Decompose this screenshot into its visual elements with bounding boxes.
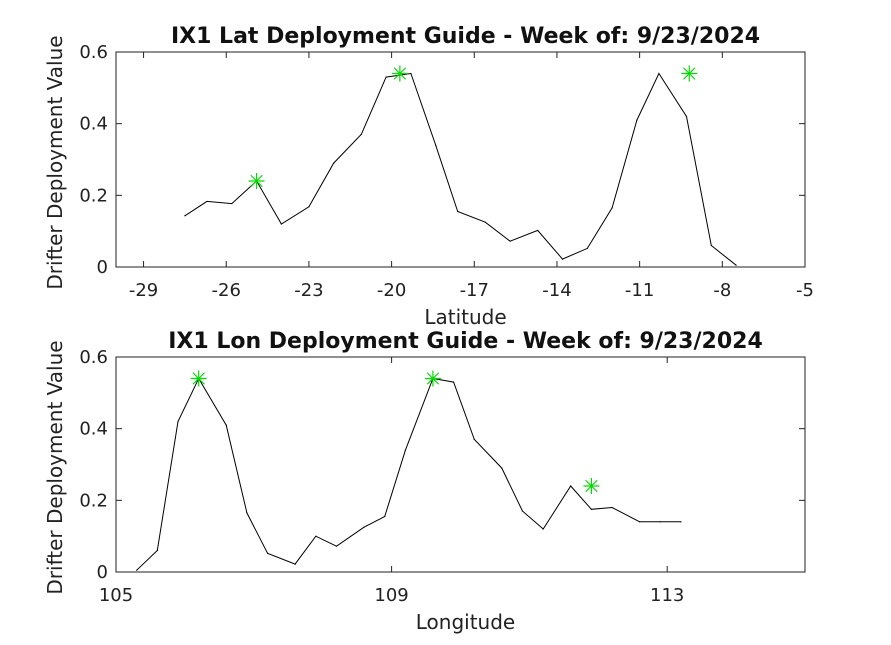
chart-title: IX1 Lon Deployment Guide - Week of: 9/23… xyxy=(168,329,763,354)
data-point xyxy=(177,420,179,423)
data-point xyxy=(509,240,511,242)
peak-marker-stroke xyxy=(192,372,205,385)
peak-marker-stroke xyxy=(250,174,263,188)
x-tick-label: -8 xyxy=(713,280,731,301)
data-point xyxy=(685,115,688,118)
data-point xyxy=(363,526,365,528)
data-point xyxy=(611,207,613,209)
peak-marker-stroke xyxy=(683,67,696,80)
data-point xyxy=(206,200,208,203)
data-point xyxy=(308,206,310,208)
data-point xyxy=(333,162,335,164)
data-point xyxy=(484,221,486,223)
x-tick-label: -26 xyxy=(212,280,241,301)
data-point xyxy=(385,76,387,78)
data-point xyxy=(521,510,524,512)
axes-box xyxy=(115,356,806,573)
chart-2: 105 109 113 0 0.2 0.4 0.6 IX1 Lon Deployment Gu… xyxy=(43,329,806,634)
x-tick-label: -11 xyxy=(625,280,654,301)
data-point xyxy=(639,521,641,523)
y-tick-label: 0.4 xyxy=(79,419,108,440)
axes-box xyxy=(115,51,806,268)
y-tick-label: 0.2 xyxy=(79,490,108,511)
data-point xyxy=(410,72,412,75)
data-point xyxy=(542,528,544,530)
chart-title: IX1 Lat Deployment Guide - Week of: 9/23… xyxy=(171,24,760,49)
data-point xyxy=(315,535,317,537)
y-tick-label: 0.6 xyxy=(79,347,108,368)
data-point xyxy=(453,381,455,383)
y-tick-label: 0.6 xyxy=(79,42,108,63)
data-point xyxy=(659,521,661,523)
data-point xyxy=(457,210,459,213)
x-tick-label: -20 xyxy=(377,280,406,301)
data-point xyxy=(570,485,572,487)
data-point xyxy=(156,549,158,552)
data-point xyxy=(735,264,737,266)
y-tick-label: 0.2 xyxy=(79,185,108,206)
data-point xyxy=(636,119,638,121)
data-point xyxy=(710,244,712,247)
data-point xyxy=(501,467,503,469)
x-tick-label: 105 xyxy=(99,585,133,606)
data-point xyxy=(473,438,475,441)
y-tick-label: 0.4 xyxy=(79,114,108,135)
data-point xyxy=(225,424,227,426)
x-axis-label: Longitude xyxy=(416,610,515,634)
data-point xyxy=(537,229,539,232)
peak-marker-stroke xyxy=(585,479,598,493)
data-point xyxy=(231,202,233,205)
data-point xyxy=(136,569,138,571)
peak-marker xyxy=(583,478,600,494)
x-tick-label: -29 xyxy=(129,280,158,301)
y-axis-label: Drifter Deployment Value xyxy=(43,35,67,289)
x-tick-label: -17 xyxy=(460,280,489,301)
x-tick-label: -23 xyxy=(294,280,323,301)
x-tick-label: -5 xyxy=(796,280,814,301)
data-point xyxy=(266,552,269,554)
peak-marker xyxy=(681,65,698,82)
peak-marker xyxy=(391,65,408,82)
data-point xyxy=(561,258,564,260)
x-tick-label: -14 xyxy=(542,280,571,301)
data-point xyxy=(335,545,338,547)
data-point xyxy=(404,449,406,451)
data-point xyxy=(294,563,296,565)
peak-marker xyxy=(424,370,441,387)
data-point xyxy=(280,223,282,225)
peak-marker xyxy=(190,370,207,387)
y-tick-label: 0 xyxy=(97,562,108,583)
data-point xyxy=(658,72,660,75)
data-point xyxy=(384,515,386,518)
peak-marker xyxy=(248,173,265,189)
data-point xyxy=(680,521,682,523)
data-point xyxy=(611,506,613,509)
data-point xyxy=(590,508,593,510)
chart-1: -29 -26 -23 -20 -17 -14 -11 -8 -5 0 0.2 0.4 0.6 IX1 L… xyxy=(43,24,814,329)
peak-marker-stroke xyxy=(426,372,440,385)
peak-marker-stroke xyxy=(393,67,407,80)
data-point xyxy=(184,215,186,217)
y-tick-label: 0 xyxy=(97,257,108,278)
x-tick-label: 109 xyxy=(374,585,408,606)
data-point xyxy=(586,247,588,249)
x-tick-label: 113 xyxy=(650,585,684,606)
data-point xyxy=(246,512,248,514)
data-point xyxy=(435,144,437,146)
y-axis-label: Drifter Deployment Value xyxy=(43,340,67,594)
data-point xyxy=(360,133,362,136)
x-axis-label: Latitude xyxy=(424,305,506,329)
